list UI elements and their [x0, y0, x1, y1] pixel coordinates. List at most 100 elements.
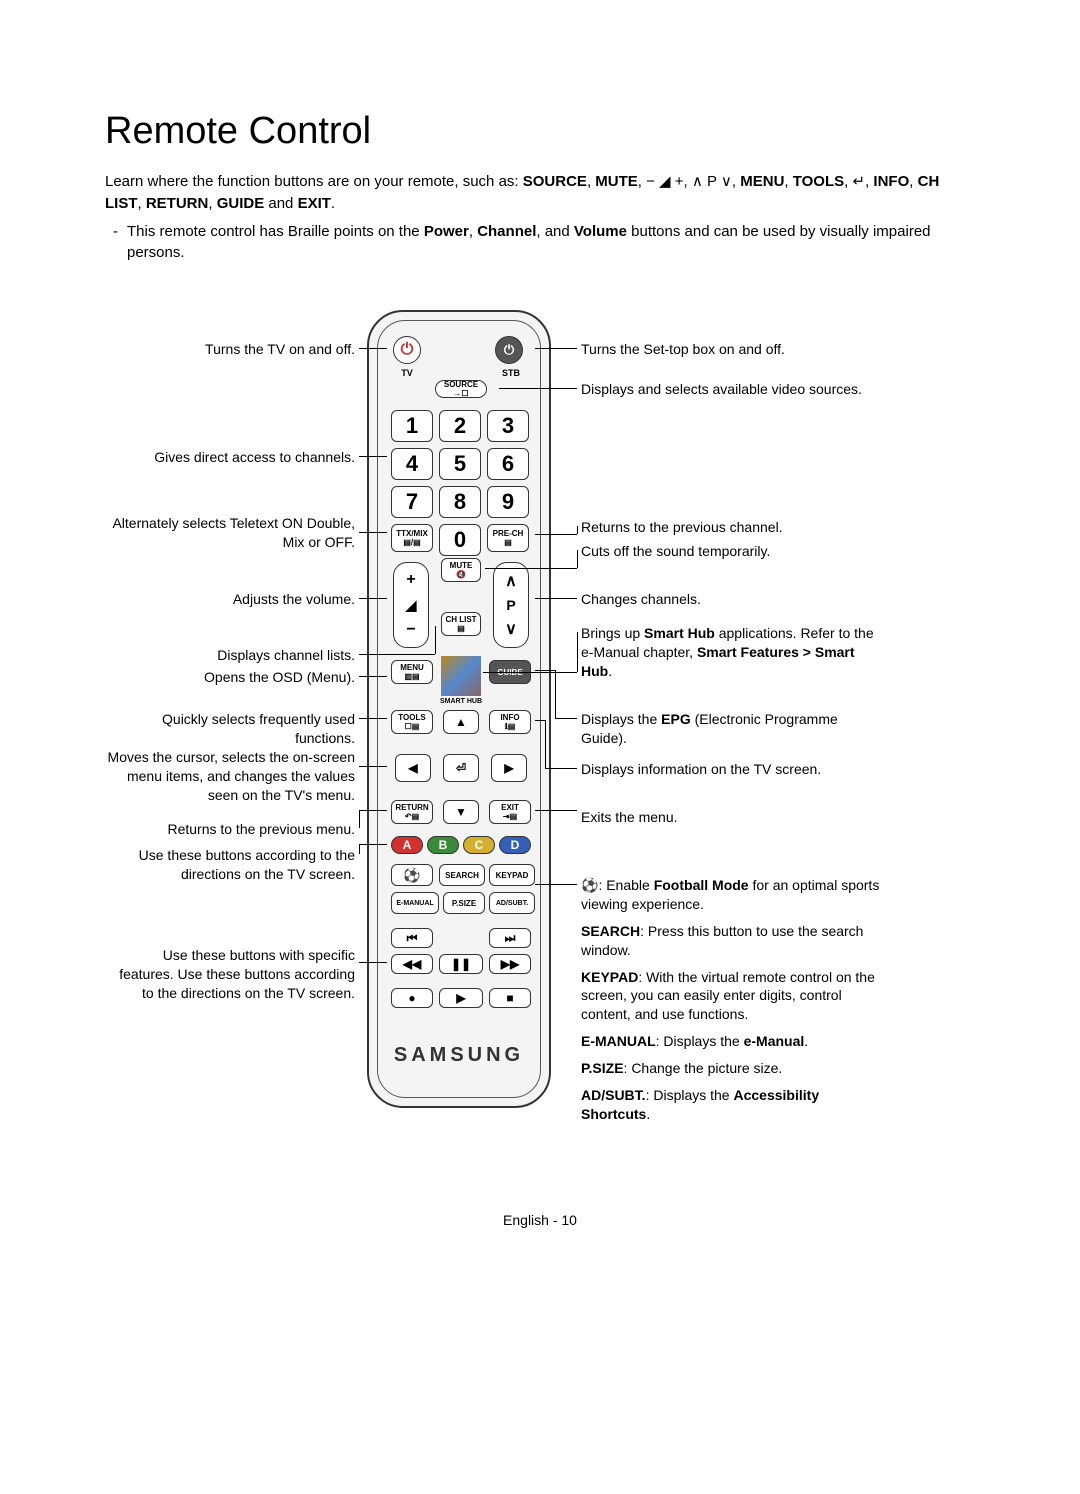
emanual-t2: . [804, 1033, 808, 1049]
tools-button[interactable]: TOOLS☐▤ [391, 710, 433, 734]
ttx-icon: ▤/▤ [403, 538, 420, 547]
remote-diagram: ⏻ ⏻ TV STB SOURCE→☐ 1 2 3 4 5 6 7 8 9 TT… [105, 310, 975, 1140]
record-button[interactable]: ● [391, 988, 433, 1008]
smarthub-label: SMART HUB [437, 698, 485, 705]
search-b: SEARCH [581, 923, 640, 939]
num-4-button[interactable]: 4 [391, 448, 433, 480]
adsubt-t: : Displays the [646, 1087, 734, 1103]
num-6-button[interactable]: 6 [487, 448, 529, 480]
call-abcd: Use these buttons according to the direc… [105, 846, 355, 884]
vol-minus-icon: − [406, 621, 415, 639]
ttx-lbl: TTX/MIX [396, 529, 428, 538]
num-0-button[interactable]: 0 [439, 524, 481, 556]
stop-button[interactable]: ■ [489, 988, 531, 1008]
ch-symbol: ∧ P ∨ [692, 173, 732, 190]
tv-power-button[interactable]: ⏻ [393, 336, 421, 364]
pre-ch-button[interactable]: PRE-CH▤ [487, 524, 529, 552]
smarthub-button[interactable] [441, 656, 481, 696]
keypad-button[interactable]: KEYPAD [489, 864, 535, 886]
stb-power-button[interactable]: ⏻ [495, 336, 523, 364]
intro-p1: Learn where the function buttons are on … [105, 173, 523, 190]
ttx-button[interactable]: TTX/MIX▤/▤ [391, 524, 433, 552]
left-button[interactable]: ◀ [395, 754, 431, 782]
emanual-b2: e-Manual [744, 1033, 805, 1049]
call-mute: Cuts off the sound temporarily. [581, 542, 881, 561]
keypad-b: KEYPAD [581, 969, 638, 985]
football-button[interactable]: ⚽ [391, 864, 433, 886]
bul-volume: Volume [574, 223, 627, 240]
chlist-lbl: CH LIST [445, 615, 476, 624]
ad-subt-button[interactable]: AD/SUBT. [489, 892, 535, 914]
call-guide: Displays the EPG (Electronic Programme G… [581, 710, 881, 748]
channel-button[interactable]: ∧P∨ [493, 562, 529, 648]
intro-exit: EXIT [298, 195, 331, 212]
num-9-button[interactable]: 9 [487, 486, 529, 518]
num-1-button[interactable]: 1 [391, 410, 433, 442]
rewind-button[interactable]: ◀◀ [391, 954, 433, 974]
vol-symbol: − ◢ + [646, 173, 683, 190]
num-3-button[interactable]: 3 [487, 410, 529, 442]
adsubt-b: AD/SUBT. [581, 1087, 646, 1103]
p-size-button[interactable]: P.SIZE [443, 892, 485, 914]
info-icon: ℹ▤ [505, 722, 516, 731]
sh-t3: . [608, 663, 612, 679]
vol-icon: ◢ [406, 597, 417, 614]
intro-source: SOURCE [523, 173, 587, 190]
pause-button[interactable]: ❚❚ [439, 954, 483, 974]
source-button[interactable]: SOURCE→☐ [435, 380, 487, 398]
football-icon: ⚽ [581, 877, 598, 893]
call-cursor: Moves the cursor, selects the on-screen … [105, 748, 355, 805]
emanual-t: : Displays the [656, 1033, 744, 1049]
num-2-button[interactable]: 2 [439, 410, 481, 442]
call-return: Returns to the previous menu. [105, 820, 355, 839]
call-pre-ch: Returns to the previous channel. [581, 518, 881, 537]
intro-tools: TOOLS [793, 173, 844, 190]
return-button[interactable]: RETURN↶▤ [391, 800, 433, 824]
menu-button[interactable]: MENU▥▤ [391, 660, 433, 684]
search-button[interactable]: SEARCH [439, 864, 485, 886]
num-7-button[interactable]: 7 [391, 486, 433, 518]
intro-text: Learn where the function buttons are on … [105, 171, 975, 215]
volume-button[interactable]: + ◢ − [393, 562, 429, 648]
prev-track-button[interactable]: ⏮ [391, 928, 433, 948]
remote-body: ⏻ ⏻ TV STB SOURCE→☐ 1 2 3 4 5 6 7 8 9 TT… [367, 310, 551, 1108]
c-button[interactable]: C [463, 836, 495, 854]
braille-note: This remote control has Braille points o… [105, 221, 975, 265]
call-channel: Changes channels. [581, 590, 881, 609]
num-5-button[interactable]: 5 [439, 448, 481, 480]
exit-lbl: EXIT [501, 803, 519, 812]
enter-button[interactable]: ⏎ [443, 754, 479, 782]
e-manual-button[interactable]: E-MANUAL [391, 892, 439, 914]
d-button[interactable]: D [499, 836, 531, 854]
call-info: Displays information on the TV screen. [581, 760, 881, 779]
bul-t3: , and [536, 223, 574, 240]
up-button[interactable]: ▲ [443, 710, 479, 734]
intro-info: INFO [873, 173, 909, 190]
info-button[interactable]: INFOℹ▤ [489, 710, 531, 734]
call-direct-channels: Gives direct access to channels. [105, 448, 355, 467]
next-track-button[interactable]: ⏭ [489, 928, 531, 948]
down-button[interactable]: ▼ [443, 800, 479, 824]
b-button[interactable]: B [427, 836, 459, 854]
exit-button[interactable]: EXIT⇥▤ [489, 800, 531, 824]
play-button[interactable]: ▶ [439, 988, 483, 1008]
fb-t1: : Enable [598, 877, 653, 893]
forward-button[interactable]: ▶▶ [489, 954, 531, 974]
intro-return: RETURN [146, 195, 209, 212]
a-button[interactable]: A [391, 836, 423, 854]
emanual-b: E-MANUAL [581, 1033, 656, 1049]
tools-lbl: TOOLS [398, 713, 425, 722]
num-8-button[interactable]: 8 [439, 486, 481, 518]
call-stb-power: Turns the Set-top box on and off. [581, 340, 881, 359]
return-icon: ↶▤ [405, 812, 419, 821]
enter-symbol: ↵ [853, 173, 866, 190]
intro-period: . [331, 195, 335, 212]
right-button[interactable]: ▶ [491, 754, 527, 782]
menu-icon: ▥▤ [404, 672, 419, 681]
mute-button[interactable]: MUTE🔇 [441, 558, 481, 582]
exit-icon: ⇥▤ [503, 812, 517, 821]
stb-label: STB [487, 368, 535, 378]
vol-plus-icon: + [406, 571, 415, 589]
return-lbl: RETURN [395, 803, 428, 812]
ch-list-button[interactable]: CH LIST▤ [441, 612, 481, 636]
